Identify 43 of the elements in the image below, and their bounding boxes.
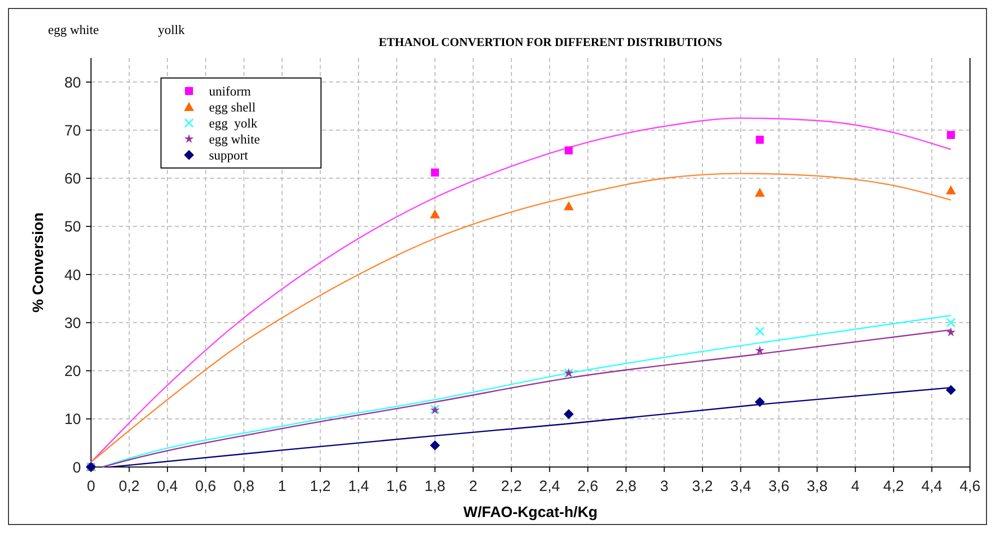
text: yollk (158, 22, 186, 37)
x-tick-label: 2 (469, 478, 478, 495)
x-tick-label: 2,6 (577, 478, 598, 495)
x-tick-label: 0,8 (233, 478, 254, 495)
x-tick-label: 1,4 (348, 478, 369, 495)
x-tick-label: 3,8 (806, 478, 828, 495)
y-tick-label: 50 (64, 218, 81, 236)
x-tick-label: 3,4 (730, 478, 752, 495)
chart-title: ETHANOL CONVERTION FOR DIFFERENT DISTRIBUTIONS (378, 35, 723, 49)
x-tick-label: 4,6 (960, 478, 980, 495)
x-tick-label: 3,2 (692, 478, 713, 495)
x-tick-label: 0 (86, 478, 96, 495)
y-tick-label: 30 (64, 314, 81, 332)
y-tick-label: 10 (64, 411, 81, 428)
x-tick-label: 1,8 (424, 478, 446, 495)
legend-label: egg shell (209, 100, 256, 115)
legend-label: egg yolk (209, 116, 258, 131)
text: egg white (48, 22, 100, 37)
x-tick-label: 3 (660, 478, 668, 495)
y-tick-label: 60 (64, 170, 81, 188)
legend-label: uniform (209, 84, 251, 99)
legend-label: egg white (209, 132, 260, 147)
y-tick-label: 80 (64, 74, 81, 92)
x-tick-label: 1,6 (386, 478, 408, 495)
legend-label: support (209, 148, 248, 163)
y-axis-title: % Conversion (30, 212, 47, 313)
x-tick-label: 3,6 (768, 478, 790, 495)
x-axis-title: W/FAO-Kgcat-h/Kg (463, 504, 598, 521)
x-tick-label: 1 (278, 478, 286, 495)
x-tick-label: 0,4 (157, 478, 178, 495)
y-tick-label: 20 (64, 363, 81, 380)
x-tick-label: 0,2 (118, 478, 140, 495)
x-tick-label: 4,2 (883, 478, 904, 495)
x-tick-label: 2,8 (616, 478, 636, 495)
x-tick-label: 1,2 (310, 478, 331, 495)
x-tick-label: 0,6 (195, 478, 216, 495)
y-tick-label: 70 (64, 122, 81, 140)
x-tick-label: 2,4 (539, 478, 560, 495)
x-tick-label: 4 (851, 478, 860, 495)
x-tick-label: 2,2 (500, 478, 522, 495)
y-tick-label: 0 (72, 459, 81, 476)
y-tick-label: 40 (64, 266, 81, 284)
x-tick-label: 4,4 (921, 478, 942, 495)
